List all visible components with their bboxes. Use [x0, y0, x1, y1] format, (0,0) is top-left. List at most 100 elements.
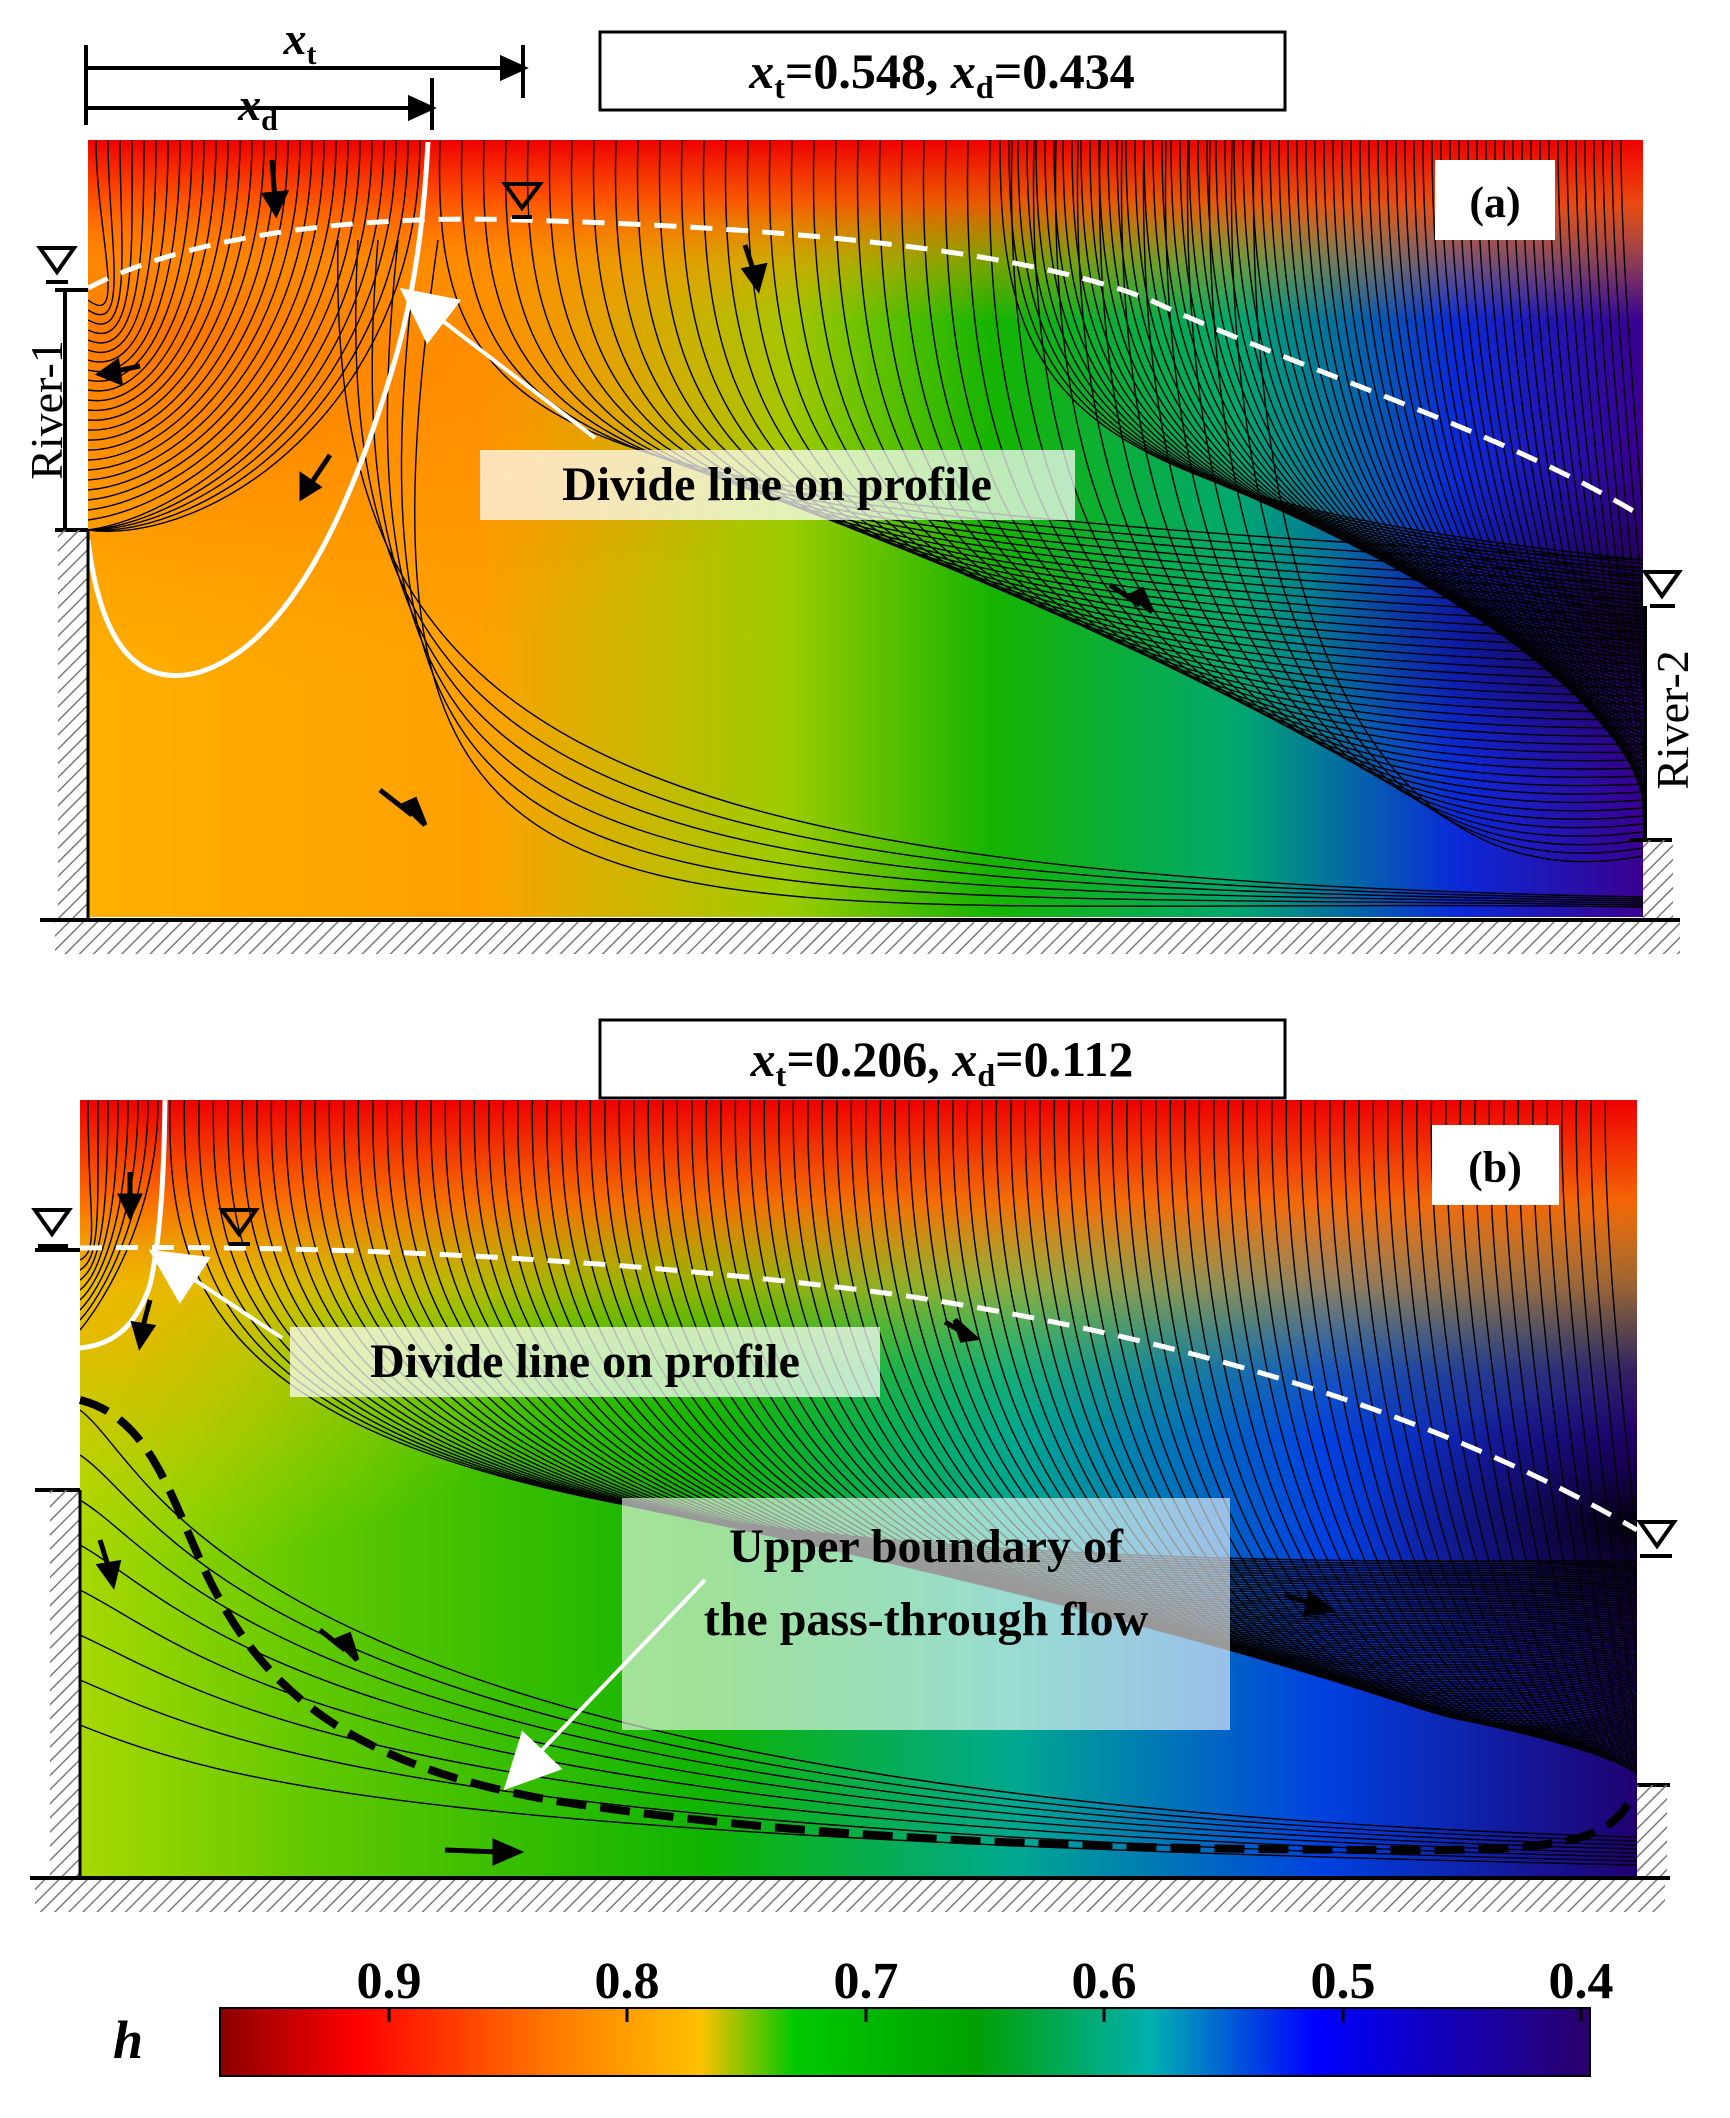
- streamline: [517, 1100, 1637, 1620]
- streamline: [966, 140, 1643, 754]
- streamline: [1604, 1100, 1637, 1779]
- panel-a-water-symbol-right: [1641, 570, 1683, 608]
- streamline: [944, 140, 1643, 745]
- streamline: [80, 1100, 129, 1301]
- panel-b-river-left-marks: [35, 1248, 80, 1492]
- panel-b-tag: (b): [1468, 1143, 1522, 1192]
- panel-a-divide-box: [480, 450, 1075, 520]
- panel-a-water-symbol-left: [36, 246, 78, 284]
- panel-b-water-table: [79, 1245, 1639, 1533]
- panel-b-field: [80, 1100, 1637, 1877]
- streamline: [1008, 140, 1643, 565]
- panel-a-tag: (a): [1469, 178, 1520, 227]
- streamline: [88, 140, 325, 491]
- streamline: [88, 140, 217, 402]
- streamline: [1188, 140, 1643, 641]
- streamline: [400, 239, 1643, 906]
- panel-a-streamlines: [88, 140, 1643, 908]
- streamline: [589, 1100, 1637, 1632]
- streamline: [1575, 1100, 1637, 1775]
- streamline: [1017, 140, 1643, 569]
- streamline: [80, 1100, 93, 1261]
- colorbar-ticks: [387, 2008, 1583, 2022]
- streamline: [88, 140, 205, 392]
- streamline: [1548, 140, 1643, 793]
- streamline: [88, 140, 361, 521]
- streamline: [1035, 140, 1643, 576]
- streamline: [80, 1724, 1637, 1866]
- panel-a: (a) Divide line on profile River-1 River…: [21, 13, 1698, 954]
- streamline: [88, 140, 349, 511]
- panel-b-water-symbol-left: [31, 1208, 73, 1248]
- streamline: [1186, 140, 1643, 837]
- colorbar-tick-label: 0.5: [1311, 1953, 1376, 2010]
- colorbar-tick-label: 0.7: [834, 1953, 899, 2010]
- streamline: [604, 1100, 1637, 1634]
- streamline: [1224, 140, 1643, 656]
- streamline: [1161, 140, 1643, 630]
- colorbar-tick-label: 0.4: [1549, 1953, 1614, 2010]
- streamline: [80, 1454, 1637, 1842]
- streamline: [1125, 140, 1643, 614]
- streamline: [1269, 140, 1643, 675]
- streamline: [922, 140, 1643, 737]
- panel-a-river-left-label: River-1: [21, 340, 72, 480]
- streamline: [734, 1100, 1637, 1656]
- streamline: [1557, 140, 1643, 796]
- streamline: [680, 140, 1643, 649]
- streamline: [746, 140, 1643, 673]
- streamline: [1590, 1100, 1637, 1777]
- panel-b-streamlines: [80, 1100, 1637, 1866]
- colorbar-tick-label: 0.8: [595, 1953, 660, 2010]
- panel-a-tag-box: [1435, 160, 1555, 240]
- streamline: [1512, 140, 1643, 778]
- streamline: [1372, 1100, 1637, 1752]
- streamline: [900, 140, 1643, 729]
- streamline: [88, 140, 397, 531]
- streamline: [386, 239, 1643, 904]
- streamline: [1230, 140, 1643, 854]
- panel-a-divide-label: Divide line on profile: [562, 458, 992, 511]
- streamline: [438, 140, 1643, 561]
- streamline: [1566, 140, 1643, 800]
- streamline: [88, 140, 133, 335]
- panel-b-base: [35, 1878, 1665, 1912]
- streamline: [1503, 1100, 1637, 1768]
- streamline: [1071, 140, 1643, 592]
- streamline: [1233, 140, 1643, 660]
- panel-a-left-wall: [58, 530, 88, 920]
- streamline: [88, 140, 385, 531]
- streamline: [1098, 140, 1643, 804]
- streamline: [88, 140, 157, 353]
- streamline: [80, 1100, 159, 1331]
- panel-b-water-symbol-right: [1636, 1520, 1678, 1558]
- streamline: [88, 140, 301, 471]
- panel-b: (b) Divide line on profile Upper boundar…: [30, 1018, 1678, 1912]
- panel-b-info-text: xt=0.206, xd=0.112: [750, 1031, 1134, 1093]
- streamline: [1116, 140, 1643, 611]
- streamline: [88, 140, 289, 461]
- streamline: [1620, 140, 1643, 823]
- streamline: [88, 140, 265, 441]
- streamline: [647, 1100, 1637, 1641]
- panel-a-river-right-label: River-2: [1647, 650, 1698, 790]
- panel-b-upper-pointer: [503, 1578, 707, 1791]
- panel-b-info-box: [598, 1018, 1287, 1100]
- panel-b-water-symbol-mid: [218, 1208, 260, 1246]
- panel-a-xt-dim-label: xt: [283, 13, 317, 71]
- streamline: [88, 140, 241, 421]
- streamline: [1142, 140, 1643, 820]
- streamline: [1054, 140, 1643, 787]
- streamline: [88, 140, 253, 431]
- streamline: [88, 140, 277, 451]
- streamline: [1611, 140, 1643, 819]
- streamline: [88, 140, 229, 411]
- streamline: [1170, 140, 1643, 633]
- streamline: [1080, 140, 1643, 595]
- panel-a-divide-line: [85, 141, 431, 679]
- streamline: [88, 140, 123, 325]
- panel-b-flow-arrows: [95, 1172, 1336, 1866]
- panel-a-flow-arrows: [94, 159, 1155, 827]
- panel-a-water-table: [86, 216, 1642, 518]
